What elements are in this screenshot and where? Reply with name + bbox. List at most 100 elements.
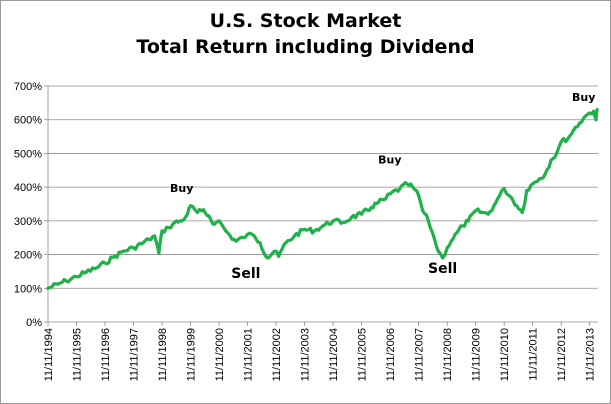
data-point — [432, 236, 436, 240]
annotations: Buy Sell Buy Sell Buy — [170, 91, 595, 282]
data-point — [312, 229, 316, 233]
data-point — [461, 224, 465, 228]
data-point — [157, 251, 161, 255]
chart-title-line-2: Total Return including Dividend — [136, 36, 475, 58]
data-point — [555, 151, 559, 155]
data-point — [228, 234, 232, 238]
data-point — [292, 234, 296, 238]
data-point — [538, 177, 542, 181]
series-line — [46, 108, 599, 290]
data-point — [520, 210, 525, 214]
data-point — [180, 219, 184, 223]
data-point — [241, 236, 245, 240]
data-point — [369, 205, 373, 209]
data-point — [131, 246, 136, 250]
data-point — [384, 197, 388, 201]
data-point — [173, 220, 177, 225]
data-point — [388, 192, 392, 196]
data-point — [509, 195, 513, 199]
x-tick-label: 11/11/2003 — [300, 328, 312, 381]
data-point — [559, 140, 563, 144]
data-point — [84, 270, 88, 274]
data-point — [583, 114, 587, 118]
x-tick-label: 11/11/2007 — [414, 328, 426, 381]
x-tick-label: 11/11/2000 — [214, 328, 226, 381]
data-point — [167, 226, 171, 230]
x-tick-label: 11/11/2004 — [328, 328, 340, 381]
x-tick-label: 11/11/2011 — [528, 328, 540, 381]
data-point — [93, 267, 97, 271]
x-tick-label: 11/11/2013 — [585, 328, 597, 381]
data-point — [153, 234, 157, 238]
data-point — [113, 254, 117, 258]
x-tick-label: 11/11/2002 — [271, 328, 283, 381]
data-point — [405, 182, 409, 186]
data-point — [417, 194, 421, 198]
data-point — [376, 200, 381, 204]
y-tick-labels: 0% 100% 200% 300% 400% 500% 600% 700% — [14, 81, 42, 329]
data-point — [398, 187, 402, 191]
data-point — [303, 227, 307, 231]
data-point — [46, 286, 50, 290]
data-point — [577, 121, 582, 125]
x-tick-label: 11/11/2012 — [556, 328, 568, 381]
x-tick-label: 11/11/1994 — [43, 328, 55, 381]
y-tick-label: 700% — [14, 81, 42, 93]
y-tick-label: 300% — [14, 216, 42, 228]
annotation-label: Sell — [231, 266, 260, 282]
data-point — [121, 249, 125, 253]
data-point — [189, 204, 193, 208]
data-point — [207, 214, 211, 218]
data-point — [258, 241, 262, 245]
data-point — [185, 212, 189, 216]
data-point — [349, 215, 353, 220]
data-point — [445, 246, 449, 250]
y-tick-label: 400% — [14, 182, 42, 194]
data-point — [455, 231, 459, 235]
x-tick-label: 11/11/1999 — [186, 328, 198, 381]
data-point — [572, 128, 576, 132]
data-point — [466, 219, 470, 223]
data-point — [224, 229, 228, 233]
data-point — [284, 241, 288, 245]
y-tick-label: 500% — [14, 148, 42, 160]
data-point — [426, 219, 430, 223]
chart-title: U.S. Stock Market Total Return including… — [0, 8, 611, 60]
x-tick-label: 11/11/2001 — [243, 328, 255, 381]
gridlines — [48, 85, 598, 289]
chart-title-line-1: U.S. Stock Market — [209, 10, 402, 32]
data-point — [147, 237, 151, 241]
data-point — [360, 212, 364, 216]
data-point — [321, 224, 325, 228]
data-point — [449, 239, 453, 243]
data-point — [492, 204, 496, 208]
x-tick-label: 11/11/1997 — [129, 328, 141, 381]
data-point — [592, 109, 596, 113]
data-point — [64, 279, 68, 283]
data-point — [272, 249, 276, 253]
data-point — [486, 212, 490, 216]
data-point — [436, 249, 440, 253]
data-point — [502, 187, 506, 191]
data-point — [421, 209, 425, 213]
data-point — [265, 256, 269, 260]
y-tick-label: 200% — [14, 250, 42, 262]
data-point — [341, 220, 345, 225]
data-point — [595, 108, 599, 112]
x-tick-label: 11/11/1996 — [100, 328, 112, 381]
data-point — [480, 210, 485, 214]
x-tick-label: 11/11/1998 — [157, 328, 169, 381]
annotation-label: Buy — [378, 154, 401, 167]
x-tick-labels: 11/11/1994 11/11/1995 11/11/1996 11/11/1997… — [43, 328, 597, 381]
data-point — [103, 261, 107, 265]
data-point — [160, 229, 164, 233]
data-point — [331, 219, 335, 223]
data-point — [594, 118, 598, 122]
data-point — [234, 239, 238, 243]
y-tick-label: 0% — [26, 317, 42, 329]
data-point — [515, 204, 519, 208]
data-point — [588, 111, 592, 115]
x-tick-label: 11/11/1995 — [72, 328, 84, 381]
